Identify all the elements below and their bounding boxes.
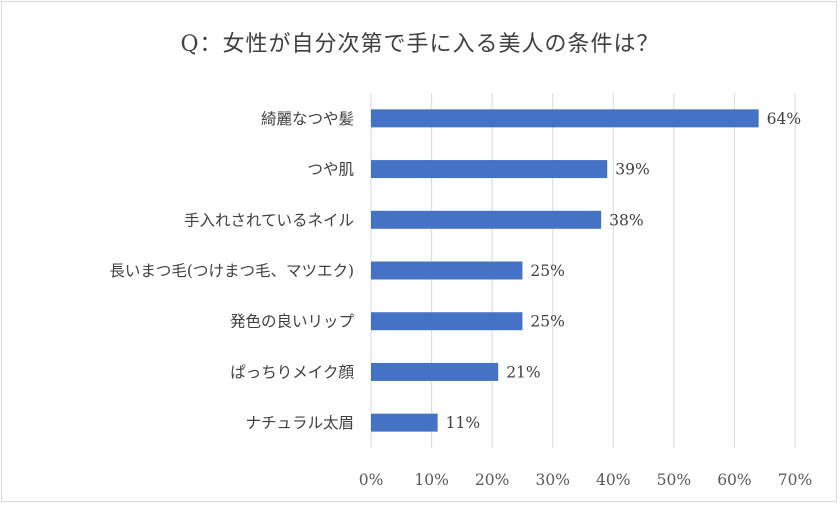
x-tick-label: 0% [359,471,384,489]
x-tick-label: 70% [778,471,812,489]
value-labels: 64% 39% 38% 25% 25% 21% 11% [446,110,801,432]
category-label: 長いまつ毛(つけまつ毛、マツエク) [109,262,354,280]
x-tick-label: 20% [475,471,509,489]
category-label: 発色の良いリップ [230,313,355,331]
value-label: 25% [530,313,564,331]
category-label: 手入れされているネイル [184,211,354,229]
bar [371,210,602,229]
value-label: 11% [446,414,480,432]
bar [371,362,499,381]
bar [371,160,608,179]
value-label: 64% [767,110,801,128]
x-tick-label: 10% [414,471,448,489]
x-tick-label: 40% [596,471,630,489]
value-label: 39% [615,161,649,179]
value-label: 21% [506,363,540,381]
bar [371,261,523,280]
chart-title: Q：女性が自分次第で手に入る美人の条件は？ [180,32,660,57]
bars [371,109,759,432]
category-label: ぱっちりメイク顔 [230,363,354,381]
bar [371,109,759,128]
value-label: 38% [609,211,643,229]
bar [371,413,438,432]
bar [371,312,523,331]
x-tick-label: 30% [535,471,569,489]
x-tick-label: 50% [657,471,691,489]
x-tick-label: 60% [717,471,751,489]
category-label: つや肌 [307,161,354,179]
category-label: 綺麗なつや髪 [261,110,354,128]
value-label: 25% [530,262,564,280]
x-axis-tick-labels: 0% 10% 20% 30% 40% 50% 60% 70% [359,471,813,489]
category-label: ナチュラル太眉 [245,414,354,432]
